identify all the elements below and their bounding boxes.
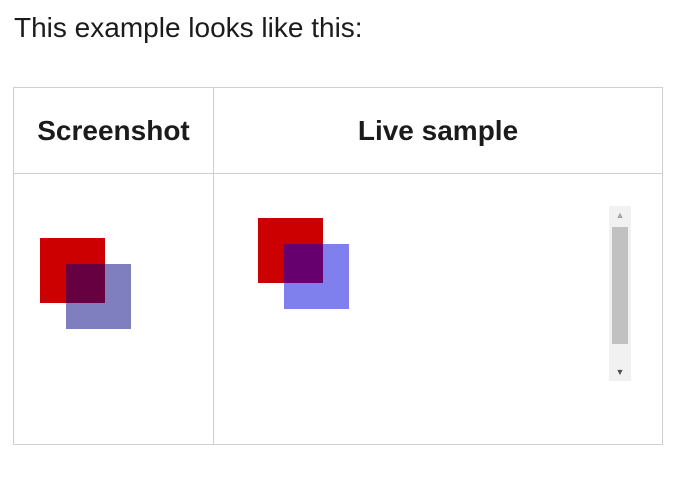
intro-text: This example looks like this: [14,12,363,43]
scroll-thumb[interactable] [612,227,628,344]
blue-square [66,264,131,329]
scroll-up-icon[interactable]: ▲ [615,210,625,220]
row-divider [14,173,662,174]
header-live-sample: Live sample [357,114,519,146]
scroll-down-icon[interactable]: ▼ [615,367,625,377]
header-screenshot: Screenshot [37,114,190,146]
example-table: Screenshot Live sample ▲ ▼ [13,87,663,445]
live-blue-square [284,244,349,309]
live-sample-scrollbar[interactable]: ▲ ▼ [609,206,631,381]
column-divider [213,88,214,444]
